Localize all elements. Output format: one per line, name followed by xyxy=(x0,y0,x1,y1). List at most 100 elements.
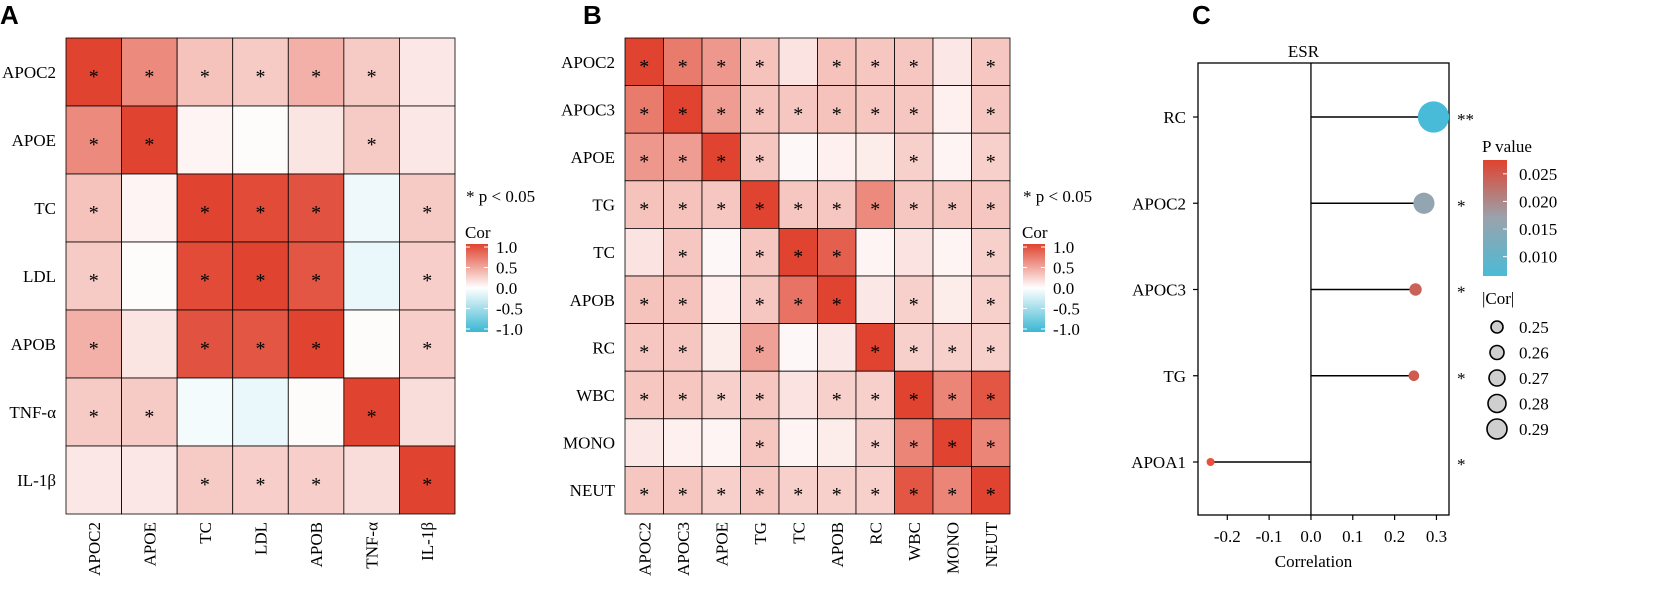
significance-star: * xyxy=(832,246,842,268)
p-legend-colorbar xyxy=(1483,160,1507,276)
heatmap-cell xyxy=(855,227,895,277)
row-label-apoc2: APOC2 xyxy=(561,53,615,72)
heatmap-cell xyxy=(624,418,664,467)
panel-letter-a: A xyxy=(0,0,19,30)
significance-star: * xyxy=(755,199,765,221)
p-legend-tick-label: 0.015 xyxy=(1519,220,1557,239)
significance-star: * xyxy=(678,484,688,506)
legend-tick-label: 0.5 xyxy=(1053,259,1074,278)
heatmap-cell xyxy=(399,377,456,447)
significance-star: * xyxy=(311,270,321,292)
heatmap-cell xyxy=(287,241,345,311)
heatmap-cell xyxy=(663,227,703,277)
p-legend-tick-label: 0.025 xyxy=(1519,165,1557,184)
significance-star: * xyxy=(947,484,957,506)
col-label-apoe: APOE xyxy=(712,522,731,566)
heatmap-cell xyxy=(121,309,178,379)
significance-star: * xyxy=(986,389,996,411)
row-label-il-1: IL-1β xyxy=(17,471,56,490)
size-legend-label: 0.29 xyxy=(1519,420,1549,439)
heatmap-cell xyxy=(343,309,400,379)
chart-title: ESR xyxy=(1288,42,1320,61)
heatmap-cell xyxy=(663,85,703,134)
col-label-il-1: IL-1β xyxy=(418,522,437,561)
heatmap-cell xyxy=(701,275,741,324)
legend-tick-label: -0.5 xyxy=(1053,300,1080,319)
lollipop-dot xyxy=(1409,283,1422,296)
heatmap-cell xyxy=(932,132,972,182)
significance-star: * xyxy=(716,199,726,221)
row-label-apob: APOB xyxy=(570,291,615,310)
significance-star: * xyxy=(793,246,803,268)
significance-star: * xyxy=(870,103,880,125)
heatmap-cell xyxy=(740,180,780,229)
size-legend-dot xyxy=(1486,418,1508,440)
row-label-apoc3: APOC3 xyxy=(561,100,615,119)
row-label-tc: TC xyxy=(593,243,615,262)
significance-star: * xyxy=(986,484,996,506)
significance-star: * xyxy=(909,294,919,316)
significance-star: * xyxy=(870,341,880,363)
significance-star: * xyxy=(144,406,154,428)
significance-star: * xyxy=(755,341,765,363)
p-legend-tick-label: 0.010 xyxy=(1519,248,1557,267)
heatmap-cell xyxy=(624,465,664,515)
significance-star: * xyxy=(422,270,432,292)
heatmap-cell xyxy=(399,241,456,311)
col-label-apoc3: APOC3 xyxy=(674,522,693,576)
heatmap-cell xyxy=(176,445,234,515)
heatmap-cell xyxy=(232,445,289,515)
heatmap-cell xyxy=(287,377,345,447)
col-label-wbc: WBC xyxy=(905,522,924,561)
significance-star: * xyxy=(311,474,321,496)
col-label-mono: MONO xyxy=(943,522,962,574)
heatmap-cell xyxy=(624,227,664,277)
lollipop-dot xyxy=(1408,370,1420,382)
significance-star: * xyxy=(367,66,377,88)
heatmap-cell xyxy=(971,37,1011,86)
x-tick-label: 0.3 xyxy=(1426,527,1447,546)
heatmap-cell xyxy=(894,132,934,182)
significance-star: * xyxy=(144,134,154,156)
legend-tick-label: -1.0 xyxy=(496,320,523,339)
significance-star: * xyxy=(639,151,649,173)
legend-colorbar xyxy=(1023,244,1045,332)
significance-star: * xyxy=(639,56,649,78)
heatmap-cell xyxy=(232,105,289,175)
heatmap-cell xyxy=(232,377,289,447)
heatmap-cell xyxy=(176,241,234,311)
heatmap-cell xyxy=(624,275,664,324)
legend-tick-label: 1.0 xyxy=(1053,238,1074,257)
col-label-ldl: LDL xyxy=(252,522,271,555)
significance-star: * xyxy=(639,294,649,316)
heatmap-cell xyxy=(932,180,972,229)
significance-star: * xyxy=(986,246,996,268)
significance-star: * xyxy=(256,202,266,224)
heatmap-cell xyxy=(817,370,857,420)
significance-star: * xyxy=(755,103,765,125)
x-axis-label: Correlation xyxy=(1275,552,1353,571)
significance-star: * xyxy=(200,338,210,360)
heatmap-cell xyxy=(343,377,400,447)
row-label-tc: TC xyxy=(34,199,56,218)
heatmap-cell xyxy=(971,465,1011,515)
significance-star: * xyxy=(947,389,957,411)
heatmap-cell xyxy=(778,323,818,372)
significance-star: * xyxy=(639,199,649,221)
x-tick-label: 0.1 xyxy=(1342,527,1363,546)
significance-star: * xyxy=(870,484,880,506)
significance-mark: * xyxy=(1457,455,1466,474)
heatmap-cell xyxy=(343,241,400,311)
significance-star: * xyxy=(678,341,688,363)
significance-star: * xyxy=(755,151,765,173)
p-legend-title: P value xyxy=(1482,137,1532,156)
heatmap-cell xyxy=(855,323,895,372)
heatmap-cell xyxy=(817,323,857,372)
significance-star: * xyxy=(755,294,765,316)
heatmap-cell xyxy=(894,370,934,420)
significance-star: * xyxy=(716,484,726,506)
heatmap-cell xyxy=(663,275,703,324)
significance-note: * p < 0.05 xyxy=(466,187,535,206)
heatmap-cell xyxy=(778,37,818,86)
heatmap-cell xyxy=(971,370,1011,420)
